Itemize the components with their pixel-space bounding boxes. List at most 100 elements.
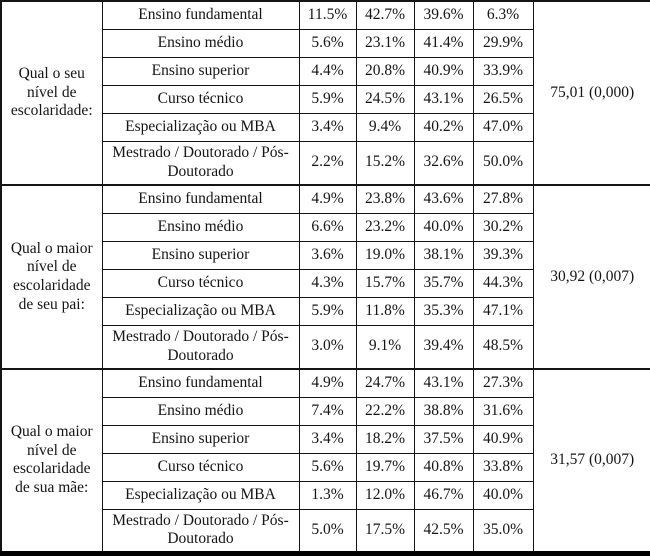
percentage-cell: 33.9% [472, 56, 534, 86]
percentage-cell: 43.1% [413, 368, 474, 398]
percentage-cell: 27.3% [472, 368, 534, 398]
percentage-cell: 5.6% [298, 28, 357, 58]
percentage-cell: 30.2% [472, 212, 534, 242]
percentage-cell: 2.2% [298, 140, 357, 186]
percentage-cell: 35.0% [472, 508, 534, 554]
percentage-cell: 15.7% [355, 268, 415, 298]
percentage-cell: 11.8% [355, 296, 415, 326]
percentage-cell: 33.8% [472, 452, 534, 482]
percentage-cell: 43.6% [413, 184, 474, 214]
percentage-cell: 38.8% [413, 396, 474, 426]
percentage-cell: 46.7% [413, 480, 474, 510]
percentage-cell: 9.4% [355, 112, 415, 142]
percentage-cell: 3.0% [298, 324, 357, 370]
percentage-cell: 19.0% [355, 240, 415, 270]
percentage-cell: 31.6% [472, 396, 534, 426]
table-row: Ensino superior 4.4% 20.8% 40.9% 33.9% [1, 56, 650, 86]
education-level-cell: Especialização ou MBA [101, 296, 300, 326]
question-cell: Qual o seu nível de escolaridade: [1, 1, 103, 185]
table-row: Especialização ou MBA 1.3% 12.0% 46.7% 40.0% [1, 480, 650, 510]
education-level-cell: Ensino superior [101, 240, 300, 270]
percentage-cell: 29.9% [472, 28, 534, 58]
percentage-cell: 42.5% [413, 508, 474, 554]
percentage-cell: 12.0% [355, 480, 415, 510]
percentage-cell: 6.6% [298, 212, 357, 242]
education-level-cell: Mestrado / Doutorado / Pós-Doutorado [101, 324, 300, 370]
percentage-cell: 41.4% [413, 28, 474, 58]
table-row: Ensino médio 5.6% 23.1% 41.4% 29.9% [1, 28, 650, 58]
education-level-cell: Especialização ou MBA [101, 480, 300, 510]
education-level-cell: Ensino fundamental [101, 368, 300, 398]
percentage-cell: 18.2% [355, 424, 415, 454]
percentage-cell: 40.0% [472, 480, 534, 510]
percentage-cell: 40.9% [472, 424, 534, 454]
percentage-cell: 32.6% [413, 140, 474, 186]
percentage-cell: 40.9% [413, 56, 474, 86]
table-row: Mestrado / Doutorado / Pós-Doutorado 3.0%… [1, 324, 650, 370]
percentage-cell: 23.2% [355, 212, 415, 242]
education-level-cell: Especialização ou MBA [101, 112, 300, 142]
percentage-cell: 11.5% [298, 0, 357, 30]
percentage-cell: 5.6% [298, 452, 357, 482]
education-level-cell: Ensino médio [101, 28, 300, 58]
percentage-cell: 15.2% [355, 140, 415, 186]
education-level-cell: Curso técnico [101, 84, 300, 114]
percentage-cell: 20.8% [355, 56, 415, 86]
table-row: Mestrado / Doutorado / Pós-Doutorado 5.0%… [1, 508, 650, 554]
percentage-cell: 4.9% [298, 368, 357, 398]
table-row: Curso técnico 5.6% 19.7% 40.8% 33.8% [1, 452, 650, 482]
education-level-cell: Mestrado / Doutorado / Pós-Doutorado [101, 140, 300, 186]
education-level-cell: Ensino médio [101, 396, 300, 426]
percentage-cell: 6.3% [472, 0, 534, 30]
percentage-cell: 1.3% [298, 480, 357, 510]
percentage-cell: 4.4% [298, 56, 357, 86]
table-row: Qual o maior nível de escolaridade de su… [1, 367, 650, 554]
percentage-cell: 24.7% [355, 368, 415, 398]
education-level-cell: Ensino superior [101, 424, 300, 454]
percentage-cell: 43.1% [413, 84, 474, 114]
percentage-cell: 40.2% [413, 112, 474, 142]
table-row: Ensino superior 3.4% 18.2% 37.5% 40.9% [1, 424, 650, 454]
percentage-cell: 42.7% [355, 0, 415, 30]
percentage-cell: 3.6% [298, 240, 357, 270]
percentage-cell: 27.8% [472, 184, 534, 214]
education-level-cell: Mestrado / Doutorado / Pós-Doutorado [101, 508, 300, 554]
table-row: Qual o maior nível de escolaridade de se… [1, 184, 650, 369]
education-level-cell: Ensino superior [101, 56, 300, 86]
percentage-cell: 7.4% [298, 396, 357, 426]
test-statistic-cell: 31,57 (0,007) [532, 367, 650, 554]
percentage-cell: 40.0% [413, 212, 474, 242]
table-row: Qual o seu nível de escolaridade: Ensino … [1, 0, 650, 185]
percentage-cell: 5.9% [298, 84, 357, 114]
percentage-cell: 35.3% [413, 296, 474, 326]
percentage-cell: 4.9% [298, 184, 357, 214]
test-statistic-cell: 30,92 (0,007) [532, 184, 650, 369]
test-statistic-cell: 75,01 (0,000) [532, 1, 650, 185]
education-level-cell: Ensino fundamental [101, 0, 300, 30]
table-row: Curso técnico 5.9% 24.5% 43.1% 26.5% [1, 84, 650, 114]
percentage-cell: 23.1% [355, 28, 415, 58]
percentage-cell: 47.1% [472, 296, 534, 326]
percentage-cell: 40.8% [413, 452, 474, 482]
table-row: Especialização ou MBA 5.9% 11.8% 35.3% 47.1% [1, 296, 650, 326]
education-level-cell: Curso técnico [101, 268, 300, 298]
percentage-cell: 39.4% [413, 324, 474, 370]
percentage-cell: 19.7% [355, 452, 415, 482]
question-cell: Qual o maior nível de escolaridade de su… [1, 367, 103, 554]
table-row: Ensino médio 7.4% 22.2% 38.8% 31.6% [1, 396, 650, 426]
percentage-cell: 23.8% [355, 184, 415, 214]
percentage-cell: 38.1% [413, 240, 474, 270]
education-level-cell: Ensino fundamental [101, 184, 300, 214]
table-row: Especialização ou MBA 3.4% 9.4% 40.2% 47.0% [1, 112, 650, 142]
percentage-cell: 26.5% [472, 84, 534, 114]
percentage-cell: 22.2% [355, 396, 415, 426]
question-cell: Qual o maior nível de escolaridade de se… [1, 184, 103, 369]
percentage-cell: 24.5% [355, 84, 415, 114]
percentage-cell: 50.0% [472, 140, 534, 186]
percentage-cell: 47.0% [472, 112, 534, 142]
percentage-cell: 35.7% [413, 268, 474, 298]
percentage-cell: 39.3% [472, 240, 534, 270]
percentage-cell: 44.3% [472, 268, 534, 298]
